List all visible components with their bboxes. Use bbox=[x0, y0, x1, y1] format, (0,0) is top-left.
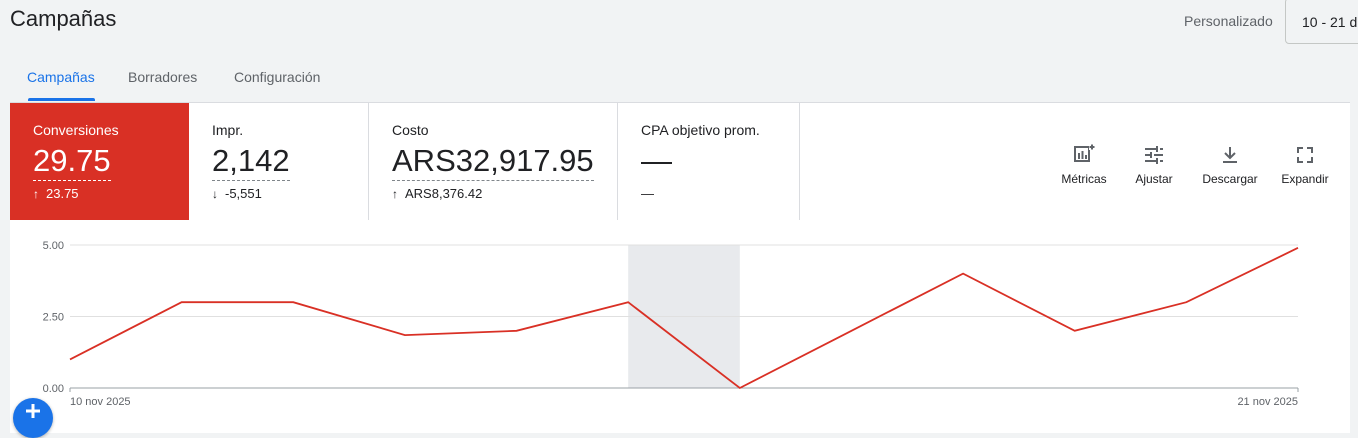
tab-campanas[interactable]: Campañas bbox=[27, 69, 95, 85]
arrow-down-icon: ↓ bbox=[212, 187, 225, 201]
active-tab-indicator bbox=[28, 98, 95, 101]
scorecard-label: CPA objetivo prom. bbox=[641, 122, 760, 138]
scorecard-costo[interactable]: Costo ARS32,917.95 ↑ARS8,376.42 bbox=[369, 103, 618, 220]
metrics-icon bbox=[1072, 143, 1096, 167]
scorecard-label: Impr. bbox=[212, 122, 243, 138]
scorecard-delta: — bbox=[641, 186, 654, 201]
performance-panel: Conversiones 29.75 ↑23.75 Impr. 2,142 ↓-… bbox=[10, 102, 1350, 433]
adjust-button[interactable]: Ajustar bbox=[1132, 143, 1176, 186]
scorecard-value: 29.75 bbox=[33, 143, 111, 181]
x-tick-label: 21 nov 2025 bbox=[1237, 396, 1298, 408]
scorecard-delta-value: -5,551 bbox=[225, 186, 262, 201]
arrow-up-icon: ↑ bbox=[392, 187, 405, 201]
scorecard-label: Conversiones bbox=[33, 122, 119, 138]
expand-label: Expandir bbox=[1281, 172, 1328, 186]
scorecard-delta: ↑ARS8,376.42 bbox=[392, 186, 482, 201]
y-tick-label: 0.00 bbox=[43, 383, 64, 395]
scorecard-delta: ↓-5,551 bbox=[212, 186, 262, 201]
fullscreen-icon bbox=[1293, 143, 1317, 167]
adjust-label: Ajustar bbox=[1135, 172, 1172, 186]
conversions-line-chart: 0.00 2.50 5.00 10 nov 2025 21 nov 2025 bbox=[10, 221, 1350, 420]
download-icon bbox=[1218, 143, 1242, 167]
tune-icon bbox=[1142, 143, 1166, 167]
arrow-up-icon: ↑ bbox=[33, 187, 46, 201]
scorecard-conversiones[interactable]: Conversiones 29.75 ↑23.75 bbox=[10, 103, 189, 220]
scorecard-cpa-objetivo[interactable]: CPA objetivo prom. — — bbox=[618, 103, 800, 220]
download-button[interactable]: Descargar bbox=[1200, 143, 1260, 186]
scorecard-delta: ↑23.75 bbox=[33, 186, 79, 201]
tab-configuracion[interactable]: Configuración bbox=[234, 69, 320, 85]
page-title: Campañas bbox=[10, 6, 116, 32]
scorecard-value: 2,142 bbox=[212, 143, 290, 181]
date-range-label: Personalizado bbox=[1184, 13, 1273, 29]
expand-button[interactable]: Expandir bbox=[1279, 143, 1331, 186]
y-tick-label: 2.50 bbox=[43, 312, 64, 324]
download-label: Descargar bbox=[1202, 172, 1257, 186]
date-range-value: 10 - 21 d bbox=[1302, 14, 1357, 30]
scorecard-value: ARS32,917.95 bbox=[392, 143, 594, 181]
date-range-picker[interactable]: 10 - 21 d bbox=[1285, 0, 1358, 44]
plus-icon bbox=[13, 398, 53, 420]
y-tick-label: 5.00 bbox=[43, 240, 64, 252]
scorecard-delta-value: 23.75 bbox=[46, 186, 79, 201]
metrics-label: Métricas bbox=[1061, 172, 1106, 186]
create-fab-button[interactable] bbox=[13, 398, 53, 438]
scorecard-impr[interactable]: Impr. 2,142 ↓-5,551 bbox=[189, 103, 369, 220]
scorecard-value: — bbox=[641, 143, 672, 180]
scorecard-label: Costo bbox=[392, 122, 429, 138]
metrics-button[interactable]: Métricas bbox=[1058, 143, 1110, 186]
tab-borradores[interactable]: Borradores bbox=[128, 69, 197, 85]
x-tick-label: 10 nov 2025 bbox=[70, 396, 131, 408]
scorecard-delta-value: ARS8,376.42 bbox=[405, 186, 482, 201]
